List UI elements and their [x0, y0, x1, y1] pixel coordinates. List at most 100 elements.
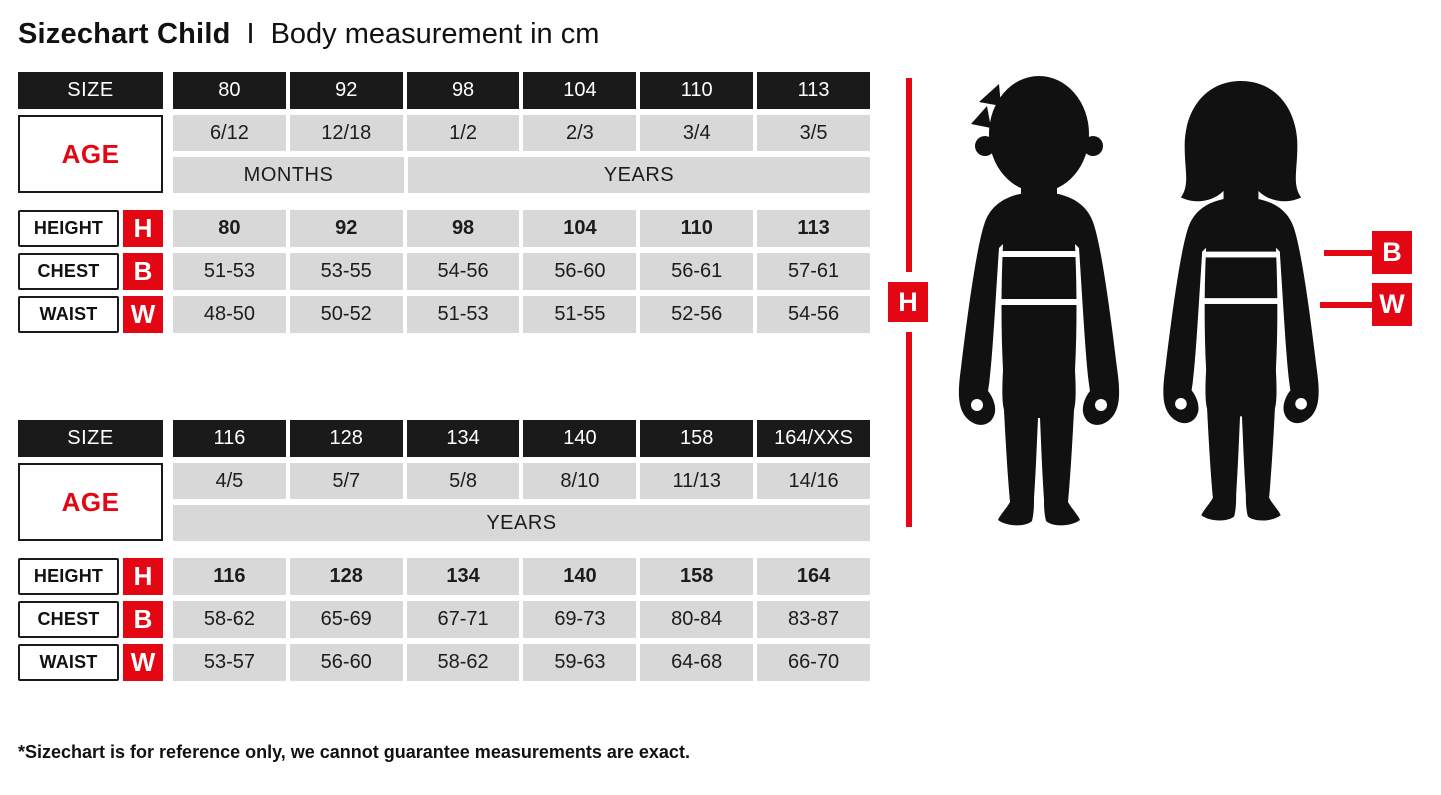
size-cell: 164/XXS — [757, 420, 870, 457]
age-cell: 6/12 — [173, 115, 286, 151]
age-cell: 8/10 — [523, 463, 637, 499]
height-cell: 134 — [406, 558, 520, 595]
height-indicator-badge: H — [888, 282, 928, 322]
size-cell: 134 — [406, 420, 520, 457]
height-cell: 158 — [640, 558, 754, 595]
height-label-box: HEIGHT — [18, 558, 119, 595]
waist-cell: 59-63 — [523, 644, 637, 681]
waist-cell: 50-52 — [289, 296, 403, 333]
age-cell: 2/3 — [523, 115, 637, 151]
age-cell: 14/16 — [757, 463, 870, 499]
age-value-cells: 6/12 12/18 1/2 2/3 3/4 3/5 — [173, 115, 870, 151]
age-value-cells: 4/5 5/7 5/8 8/10 11/13 14/16 — [173, 463, 870, 499]
age-label-box: AGE — [18, 463, 163, 541]
chest-cell: 80-84 — [640, 601, 754, 638]
waist-cell: 56-60 — [289, 644, 403, 681]
boy-silhouette — [958, 76, 1120, 526]
title-separator: I — [246, 18, 255, 50]
size-cells: 80 92 98 104 110 113 — [173, 72, 870, 109]
waist-cell: 54-56 — [757, 296, 870, 333]
age-values-area: 4/5 5/7 5/8 8/10 11/13 14/16 YEARS — [173, 463, 870, 541]
waist-row: WAIST W 48-50 50-52 51-53 51-55 52-56 54-56 — [18, 296, 870, 333]
height-cell: 113 — [757, 210, 870, 247]
chest-cells: 58-62 65-69 67-71 69-73 80-84 83-87 — [173, 601, 870, 638]
boy-hair-spike-icon — [979, 84, 1001, 106]
waist-label-box: WAIST — [18, 296, 119, 333]
waist-cell: 64-68 — [640, 644, 754, 681]
boy-waist-line — [1001, 299, 1077, 305]
height-measure-line-top — [906, 78, 912, 272]
title-main: Sizechart Child — [18, 18, 231, 50]
age-unit-cell: YEARS — [408, 157, 870, 193]
waist-row: WAIST W 53-57 56-60 58-62 59-63 64-68 66-70 — [18, 644, 870, 681]
chest-cell: 57-61 — [757, 253, 870, 290]
height-row: HEIGHT H 116 128 134 140 158 164 — [18, 558, 870, 595]
girl-chest-line — [1202, 251, 1280, 258]
waist-cell: 48-50 — [173, 296, 286, 333]
chest-measure-line — [1324, 250, 1372, 256]
height-cell: 92 — [289, 210, 403, 247]
age-cell: 12/18 — [289, 115, 403, 151]
size-cell: 98 — [406, 72, 520, 109]
age-cell: 3/5 — [757, 115, 870, 151]
size-cell: 128 — [289, 420, 403, 457]
age-cell: 4/5 — [173, 463, 286, 499]
chest-row: CHEST B 58-62 65-69 67-71 69-73 80-84 83-87 — [18, 601, 870, 638]
age-cell: 5/8 — [406, 463, 520, 499]
height-letter-badge: H — [123, 210, 163, 247]
height-label-wrap: HEIGHT H — [18, 210, 163, 247]
height-cell: 140 — [523, 558, 637, 595]
waist-measure-line — [1320, 302, 1372, 308]
chest-cell: 69-73 — [523, 601, 637, 638]
height-cell: 128 — [289, 558, 403, 595]
age-label-box: AGE — [18, 115, 163, 193]
size-cell: 113 — [757, 72, 870, 109]
size-table-small-sizes: SIZE 80 92 98 104 110 113 AGE 6/12 12/18 1/2 2/3 3/4… — [18, 72, 870, 339]
waist-cell: 52-56 — [640, 296, 754, 333]
chest-label-box: CHEST — [18, 601, 119, 638]
age-section: AGE 6/12 12/18 1/2 2/3 3/4 3/5 MONTHS YEARS — [18, 115, 870, 193]
footnote: *Sizechart is for reference only, we can… — [18, 742, 690, 762]
size-row-label: SIZE — [18, 72, 163, 109]
girl-waist-line — [1204, 298, 1278, 304]
height-cell: 98 — [406, 210, 520, 247]
waist-label-wrap: WAIST W — [18, 296, 163, 333]
height-measure-line-bottom — [906, 332, 912, 527]
waist-label-wrap: WAIST W — [18, 644, 163, 681]
waist-cells: 53-57 56-60 58-62 59-63 64-68 66-70 — [173, 644, 870, 681]
size-header-row: SIZE 116 128 134 140 158 164/XXS — [18, 420, 870, 457]
height-cells: 80 92 98 104 110 113 — [173, 210, 870, 247]
age-values-area: 6/12 12/18 1/2 2/3 3/4 3/5 MONTHS YEARS — [173, 115, 870, 193]
waist-indicator-badge: W — [1372, 283, 1412, 326]
waist-letter-badge: W — [123, 296, 163, 333]
height-label-box: HEIGHT — [18, 210, 119, 247]
height-label-wrap: HEIGHT H — [18, 558, 163, 595]
girl-silhouette — [1163, 81, 1319, 521]
height-cell: 164 — [757, 558, 870, 595]
waist-cell: 58-62 — [406, 644, 520, 681]
size-table-large-sizes: SIZE 116 128 134 140 158 164/XXS AGE 4/5 5/7 5/8 8/… — [18, 420, 870, 687]
age-unit-cell: MONTHS — [173, 157, 404, 193]
chest-indicator-badge: B — [1372, 231, 1412, 274]
size-cell: 158 — [640, 420, 754, 457]
size-cell: 92 — [289, 72, 403, 109]
chest-cell: 58-62 — [173, 601, 286, 638]
waist-letter-badge: W — [123, 644, 163, 681]
age-unit-cell: YEARS — [173, 505, 870, 541]
chest-cell: 54-56 — [406, 253, 520, 290]
boy-chest-line — [999, 251, 1079, 257]
age-cell: 5/7 — [289, 463, 403, 499]
height-letter-badge: H — [123, 558, 163, 595]
chest-letter-badge: B — [123, 253, 163, 290]
size-header-row: SIZE 80 92 98 104 110 113 — [18, 72, 870, 109]
age-cell: 3/4 — [640, 115, 754, 151]
age-unit-cells: YEARS — [173, 505, 870, 541]
height-row: HEIGHT H 80 92 98 104 110 113 — [18, 210, 870, 247]
waist-cell: 53-57 — [173, 644, 286, 681]
chest-cell: 65-69 — [289, 601, 403, 638]
age-cell: 11/13 — [640, 463, 754, 499]
age-unit-cells: MONTHS YEARS — [173, 157, 870, 193]
waist-cell: 51-53 — [406, 296, 520, 333]
chest-cell: 67-71 — [406, 601, 520, 638]
chest-label-wrap: CHEST B — [18, 601, 163, 638]
